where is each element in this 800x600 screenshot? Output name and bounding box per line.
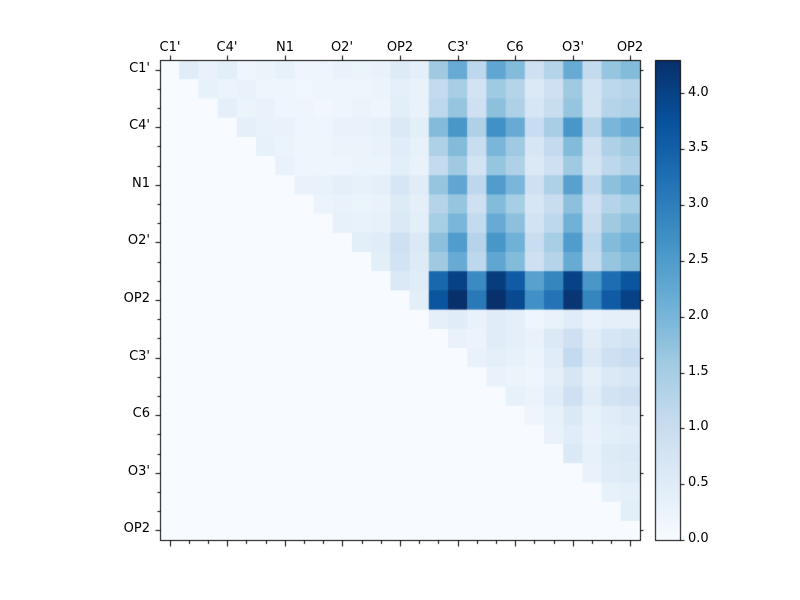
- colorbar-tick-label: 2.0: [688, 308, 709, 323]
- colorbar-tick-label: 1.5: [688, 364, 709, 379]
- x-tick-label: O3': [561, 40, 585, 55]
- y-tick-label: O2': [127, 233, 150, 248]
- colorbar-tick-label: 3.5: [688, 140, 709, 155]
- y-tick-label: C6: [132, 406, 150, 421]
- y-tick-label: OP2: [123, 521, 150, 536]
- x-tick-label: N1: [276, 40, 294, 55]
- colorbar-tick-label: 1.0: [688, 419, 709, 434]
- y-tick-label: N1: [132, 176, 150, 191]
- x-tick-label: C3': [447, 40, 469, 55]
- y-tick-label: C3': [129, 349, 150, 364]
- x-tick-label: C1': [159, 40, 181, 55]
- y-tick-label: OP2: [123, 291, 150, 306]
- colorbar-tick-label: 0.5: [688, 475, 709, 490]
- colorbar-tick-label: 3.0: [688, 196, 709, 211]
- x-tick-label: C4': [216, 40, 238, 55]
- colorbar-tick-label: 2.5: [688, 252, 709, 267]
- x-tick-label: O2': [330, 40, 354, 55]
- y-tick-label: C1': [129, 61, 150, 76]
- x-tick-label: C6: [506, 40, 524, 55]
- y-tick-label: C4': [129, 118, 150, 133]
- colorbar-tick-label: 4.0: [688, 85, 709, 100]
- x-tick-label: OP2: [616, 40, 644, 55]
- colorbar-tick-label: 0.0: [688, 531, 709, 546]
- y-tick-label: O3': [127, 464, 150, 479]
- x-tick-label: OP2: [386, 40, 414, 55]
